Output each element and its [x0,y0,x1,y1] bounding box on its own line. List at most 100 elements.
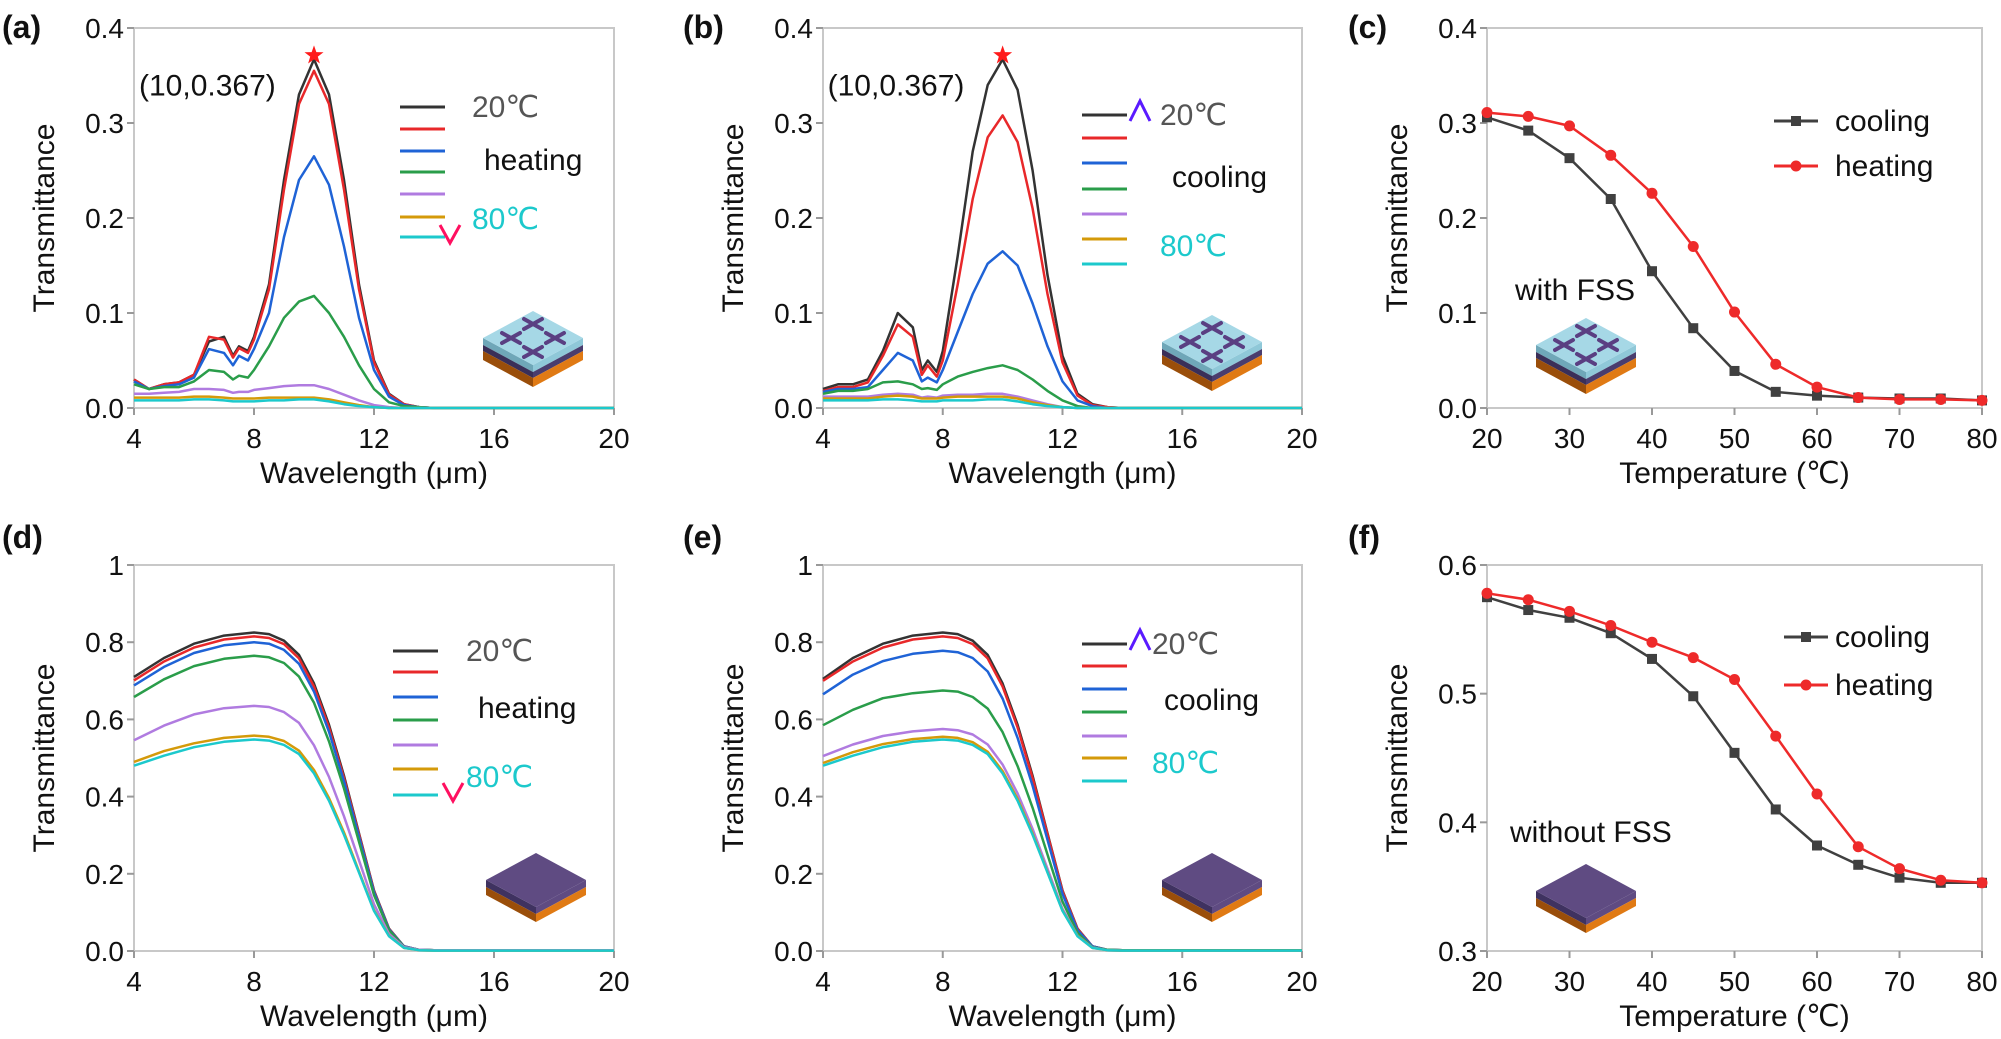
fss-cross [544,331,566,345]
x-tick-label: 16 [478,423,509,454]
data-point-cooling [1812,390,1822,401]
cube-top [1162,315,1262,369]
cube-side-right [1586,358,1636,394]
x-tick-label: 20 [598,423,629,454]
y-tick-label: 0.3 [85,108,124,139]
data-point-heating [1646,636,1658,648]
arrowhead-icon [1128,97,1152,122]
data-point-heating [1564,605,1575,617]
x-tick-label: 16 [1167,423,1198,454]
data-point-heating [1770,358,1782,370]
data-point-heating [1481,107,1493,119]
y-tick-label: 0.0 [774,393,813,424]
panel-label: (e) [683,519,722,555]
y-tick-label: 1 [108,550,124,581]
y-tick-label: 0.0 [85,393,124,424]
y-axis-label: Transmittance [717,664,750,853]
legend: cooling heating [1784,621,1933,702]
x-axis-label: Wavelength (μm) [949,1000,1177,1033]
data-point-heating [1646,187,1658,199]
data-point-cooling [1647,653,1657,664]
x-tick-label: 20 [1471,423,1502,454]
fss-cross [1223,335,1245,349]
cube-side-right [1212,349,1262,382]
panel-label: (a) [2,9,41,45]
cube-side-right [1212,880,1262,914]
series-line-5 [822,735,1302,952]
y-tick-label: 0.6 [85,704,124,735]
legend-marker [1790,160,1802,172]
x-tick-label: 12 [1047,423,1078,454]
fss-cross [522,345,544,359]
y-tick-label: 0.4 [1438,807,1477,838]
data-point-cooling [1564,612,1575,623]
y-tick-label: 0.8 [85,627,124,658]
y-tick-label: 0.4 [774,782,813,813]
y-tick-label: 0.1 [1438,298,1477,329]
cube-side-left [1162,880,1212,914]
data-point-cooling [1605,194,1616,204]
x-tick-label: 4 [815,423,831,454]
cube-side-left [1536,352,1586,385]
legend-bottom-label: 80℃ [466,761,533,794]
arrowhead-icon [438,224,462,247]
y-axis-label: Transmittance [1381,124,1414,313]
data-point-cooling [1523,125,1534,136]
y-tick-label: 0.3 [774,108,813,139]
cube-side-left [483,338,533,372]
data-point-heating [1935,393,1947,405]
legend-bottom-label: 80℃ [1152,747,1219,780]
cube-side-right [1212,342,1262,376]
legend-middle-label: heating [484,144,582,177]
cube-side-right [533,351,583,387]
cube-side-right [1212,887,1262,922]
data-point-heating [1687,652,1699,664]
legend-top-label: 20℃ [466,635,533,668]
data-point-heating [1729,306,1740,318]
x-tick-label: 8 [935,423,951,454]
x-tick-label: 30 [1554,423,1585,454]
y-tick-label: 0.4 [774,13,813,44]
data-point-heating [1481,587,1493,599]
fss-cube-icon [1162,315,1262,391]
data-point-cooling [1853,859,1864,870]
x-tick-label: 4 [126,423,142,454]
legend-top-label: 20℃ [1152,628,1219,661]
x-tick-label: 80 [1966,966,1997,997]
cube-side-left [486,887,536,922]
x-tick-label: 60 [1801,423,1832,454]
data-point-heating [1564,120,1575,132]
y-tick-label: 0.6 [774,704,813,735]
fss-cross [500,331,522,345]
cube-side-left [1162,342,1212,376]
y-axis-label: Transmittance [1381,664,1414,853]
data-point-heating [1770,730,1782,742]
data-point-heating [1605,619,1617,631]
data-point-heating [1522,110,1534,122]
x-tick-label: 30 [1554,966,1585,997]
data-point-cooling [1729,365,1740,376]
cube-side-left [1162,355,1212,391]
cube-side-left [486,880,536,914]
cube-top [1162,853,1262,907]
x-tick-label: 16 [1167,966,1198,997]
x-tick-label: 70 [1884,966,1915,997]
data-point-heating [1811,788,1823,800]
data-point-heating [1811,381,1823,393]
y-tick-label: 0.6 [1438,550,1477,581]
y-tick-label: 0.4 [1438,13,1477,44]
panel-label: (d) [2,519,43,555]
legend-label: heating [1835,150,1933,183]
data-point-cooling [1770,804,1781,815]
legend-marker [1801,632,1811,642]
data-point-heating [1976,394,1988,406]
fss-cross [1201,349,1223,363]
fss-cross [1179,335,1201,349]
cube-side-left [1162,887,1212,922]
data-point-cooling [1729,747,1740,758]
panel-c: (c) 20 30 40 50 60 70 80 0.0 0.1 0.2 0.3 0.4 Temperat… [1348,9,1998,490]
legend-middle-label: cooling [1172,161,1267,194]
legend: 20℃ heating 80℃ [400,91,582,247]
y-tick-label: 0.3 [1438,936,1477,967]
y-tick-label: 0.0 [1438,393,1477,424]
